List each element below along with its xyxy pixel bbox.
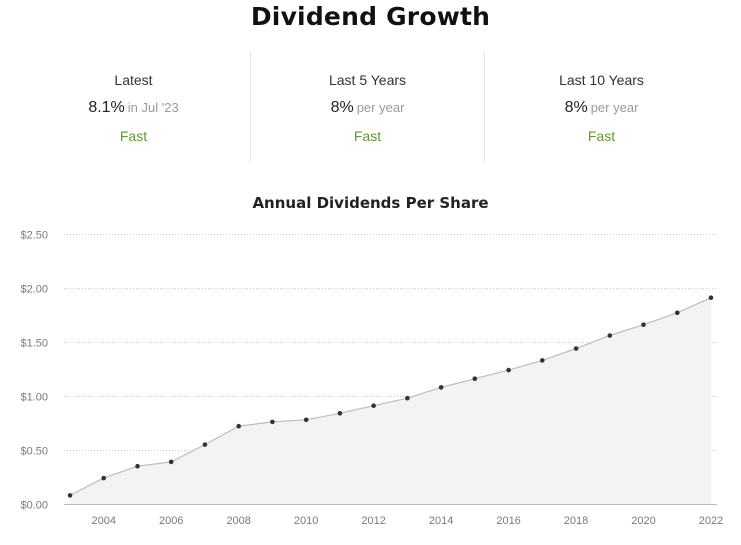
series-line (69, 297, 712, 496)
x-tick-label: 2016 (496, 515, 520, 527)
stat-suffix: in Jul '23 (127, 100, 179, 115)
x-tick-label: 2022 (699, 515, 723, 527)
data-point[interactable] (371, 403, 376, 409)
data-points (67, 295, 714, 498)
stat-suffix: per year (356, 100, 405, 115)
data-point[interactable] (607, 333, 613, 338)
data-point[interactable] (708, 295, 714, 301)
x-tick-label: 2014 (429, 515, 453, 527)
data-point[interactable] (135, 463, 140, 469)
y-tick-label: $0.00 (20, 500, 48, 512)
data-point[interactable] (573, 346, 579, 351)
data-point[interactable] (236, 423, 241, 429)
stat-label: Latest (114, 72, 153, 88)
stat-suffix: per year (590, 100, 639, 115)
stat-value-row: 8% per year (565, 98, 639, 118)
stat-last-5-years: Last 5 Years 8% per year Fast (250, 52, 484, 162)
data-point[interactable] (405, 395, 410, 401)
stat-rating: Fast (587, 128, 616, 144)
data-point[interactable] (540, 358, 545, 363)
stat-latest: Latest 8.1% in Jul '23 Fast (17, 52, 250, 162)
stat-value: 8% (564, 99, 588, 116)
data-point[interactable] (675, 310, 680, 316)
data-point[interactable] (641, 322, 646, 328)
data-point[interactable] (303, 417, 309, 423)
x-tick-label: 2012 (361, 515, 385, 527)
stat-rating: Fast (353, 128, 382, 144)
stat-label: Last 5 Years (328, 72, 407, 88)
y-tick-label: $2.50 (20, 230, 48, 242)
area-path (70, 297, 711, 504)
x-tick-label: 2010 (294, 515, 318, 527)
dividend-growth-stats: Latest 8.1% in Jul '23 Fast Last 5 Years … (17, 52, 718, 162)
data-point[interactable] (472, 376, 478, 382)
data-point[interactable] (168, 459, 174, 465)
data-point[interactable] (101, 475, 106, 481)
data-point[interactable] (270, 419, 275, 425)
series-line-path (69, 297, 712, 496)
x-tick-label: 2006 (159, 515, 183, 527)
x-tick-label: 2008 (226, 515, 250, 527)
stat-label: Last 10 Years (559, 72, 644, 88)
stat-value: 8% (330, 99, 354, 116)
x-tick-label: 2018 (564, 515, 588, 527)
stat-value: 8.1% (88, 99, 125, 116)
stat-rating: Fast (119, 128, 148, 144)
stat-value-row: 8% per year (331, 98, 405, 118)
page-title: Dividend Growth (250, 2, 491, 31)
data-point[interactable] (202, 442, 208, 447)
stat-value-row: 8.1% in Jul '23 (88, 98, 178, 118)
x-tick-label: 2004 (91, 515, 115, 527)
area-fill (70, 297, 711, 504)
y-tick-label: $1.00 (20, 392, 48, 404)
data-point[interactable] (67, 493, 73, 498)
stat-last-10-years: Last 10 Years 8% per year Fast (484, 52, 718, 162)
grid-lines (64, 234, 717, 505)
y-axis-ticks: $0.00 $0.50 $1.00 $1.50 $2.00 $2.50 (20, 230, 48, 512)
x-tick-label: 2020 (631, 515, 655, 527)
data-point[interactable] (337, 411, 343, 416)
chart-title: Annual Dividends Per Share (252, 194, 489, 212)
y-tick-label: $2.00 (20, 284, 48, 296)
x-axis-ticks: 2004 2006 2008 2010 2012 2014 2016 2018 2020 2022 (91, 515, 723, 527)
y-tick-label: $0.50 (20, 446, 48, 458)
data-point[interactable] (438, 385, 444, 390)
y-tick-label: $1.50 (20, 338, 48, 350)
data-point[interactable] (506, 367, 511, 373)
